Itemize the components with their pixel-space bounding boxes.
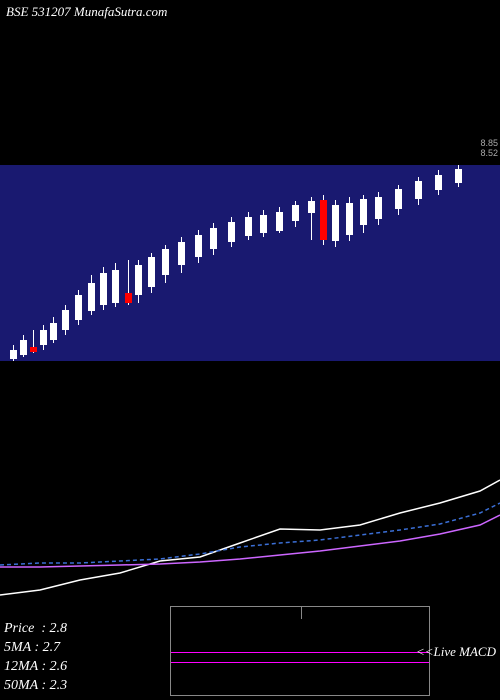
chart-header: BSE 531207 MunafaSutra.com: [6, 4, 167, 20]
ma-line-50MA: [0, 515, 500, 567]
ma5-row: 5MA : 2.7: [4, 639, 67, 658]
y-axis-tick: 8.85: [480, 138, 498, 148]
ma-line-12MA: [0, 503, 500, 565]
ma12-row: 12MA : 2.6: [4, 658, 67, 677]
macd-panel: [170, 606, 430, 696]
price-label: Price: [4, 621, 34, 636]
y-axis-tick: 8.52: [480, 148, 498, 158]
macd-label: <<Live MACD: [416, 644, 496, 660]
ma-line-5MA: [0, 480, 500, 595]
macd-line: [171, 662, 429, 663]
ma50-row: 50MA : 2.3: [4, 677, 67, 696]
macd-line: [171, 652, 429, 653]
moving-average-chart: [0, 385, 500, 605]
macd-tick: [301, 607, 302, 619]
price-row: Price : 2.8: [4, 620, 67, 639]
price-value: : 2.8: [41, 621, 67, 636]
candlestick-chart: [0, 165, 500, 361]
ma-lines-svg: [0, 385, 500, 605]
info-box: Price : 2.8 5MA : 2.7 12MA : 2.6 50MA : …: [4, 620, 67, 696]
